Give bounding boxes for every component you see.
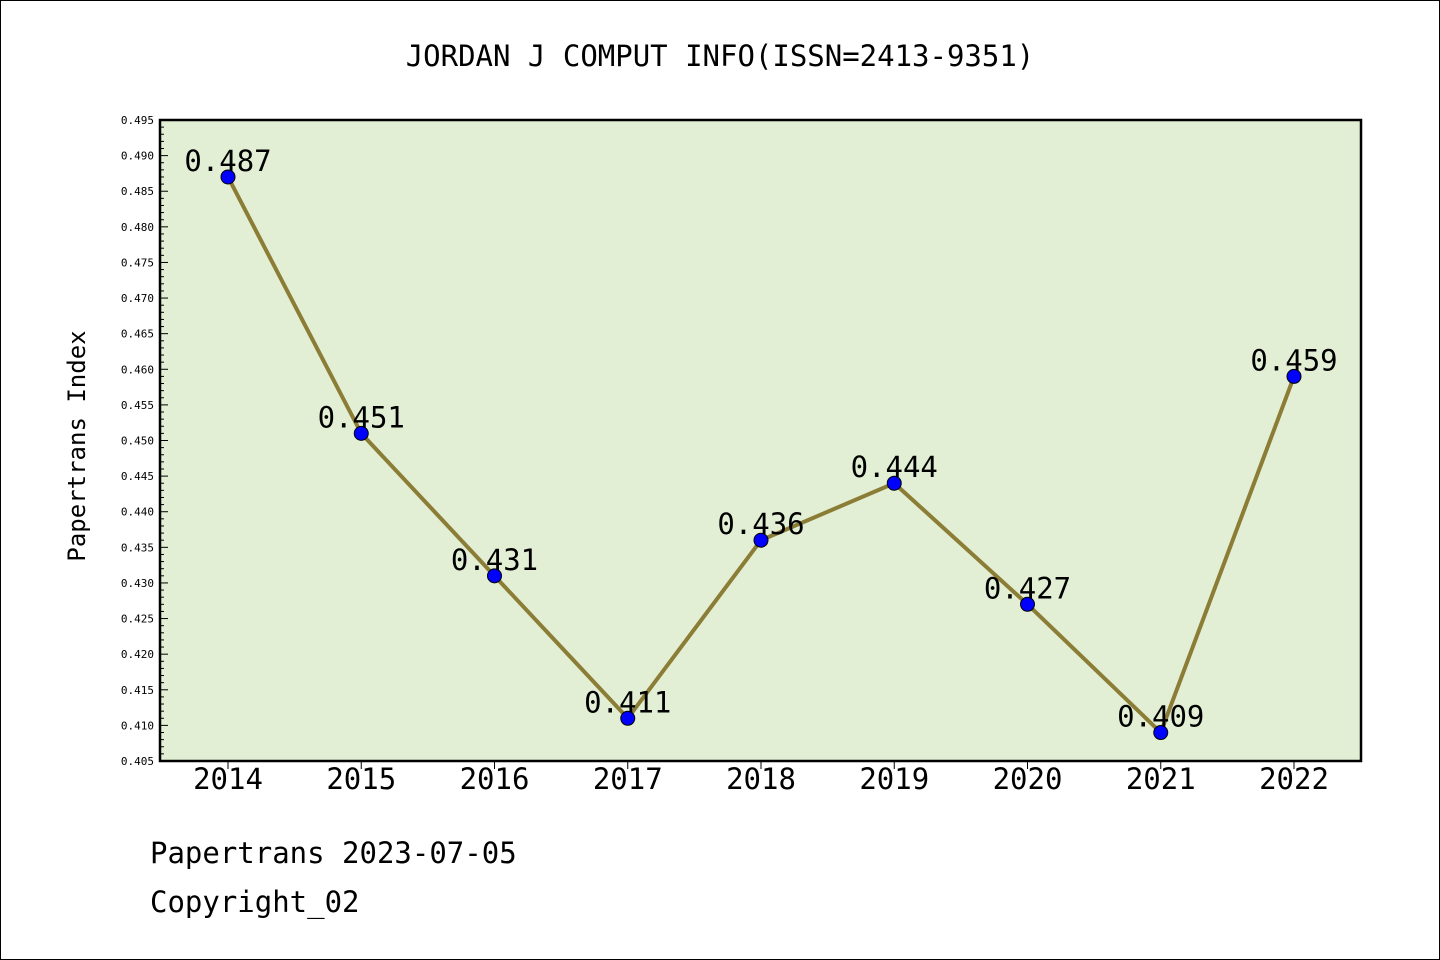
chart-title: JORDAN J COMPUT INFO(ISSN=2413-9351)	[406, 39, 1035, 73]
data-point	[1286, 368, 1302, 384]
y-tick-label: 0.485	[121, 185, 154, 198]
y-tick-label: 0.450	[121, 435, 154, 448]
data-point	[220, 169, 236, 185]
y-tick-label: 0.425	[121, 613, 154, 626]
data-point	[1153, 725, 1169, 741]
data-label: 0.411	[584, 685, 671, 719]
y-tick-label: 0.480	[121, 221, 154, 234]
y-tick-label: 0.495	[121, 114, 154, 127]
x-tick-label: 2014	[193, 762, 263, 796]
y-tick-label: 0.420	[121, 648, 154, 661]
x-tick-label: 2019	[859, 762, 929, 796]
data-point	[487, 568, 502, 584]
y-tick-label: 0.460	[121, 363, 154, 376]
data-label: 0.444	[851, 450, 938, 484]
series-layer	[220, 169, 1302, 741]
footer-date: Papertrans 2023-07-05	[150, 836, 517, 870]
data-label: 0.409	[1117, 700, 1204, 734]
y-tick-label: 0.445	[121, 470, 154, 483]
y-tick-label: 0.405	[121, 755, 154, 768]
y-tick-label: 0.470	[121, 292, 154, 305]
y-tick-label: 0.430	[121, 577, 154, 590]
x-tick-label: 2017	[593, 762, 663, 796]
plot-area	[158, 118, 1363, 763]
x-tick-label: 2022	[1259, 762, 1329, 796]
data-label: 0.451	[318, 400, 405, 434]
footer-copyright: Copyright_02	[150, 885, 360, 919]
y-tick-label: 0.490	[121, 150, 154, 163]
y-tick-label: 0.475	[121, 256, 154, 269]
y-tick-label: 0.415	[121, 684, 154, 697]
data-point	[620, 710, 636, 726]
x-tick-label: 2015	[326, 762, 396, 796]
data-point	[753, 532, 769, 548]
y-tick-label: 0.455	[121, 399, 154, 412]
data-point	[1020, 596, 1035, 612]
x-axis-ticks: 2014 2015 2016 2017 2018 2019 2020 2021 2022	[193, 761, 1329, 796]
x-tick-label: 2021	[1126, 762, 1196, 796]
data-label: 0.431	[451, 543, 538, 577]
y-axis-label: Papertrans Index	[63, 330, 91, 561]
data-label: 0.427	[984, 571, 1071, 605]
x-tick-label: 2016	[460, 762, 530, 796]
data-point	[886, 475, 902, 491]
y-tick-label: 0.440	[121, 506, 154, 519]
data-point	[353, 425, 369, 441]
data-label: 0.436	[717, 507, 804, 541]
y-tick-label: 0.435	[121, 541, 154, 554]
x-tick-label: 2018	[726, 762, 796, 796]
y-tick-label: 0.465	[121, 328, 154, 341]
y-tick-label: 0.410	[121, 719, 154, 732]
data-labels-layer: 0.487 0.451 0.431 0.411 0.436 0.444 0.427 0.409…	[184, 144, 1337, 734]
data-label: 0.487	[184, 144, 271, 178]
y-axis-ticks: 0.405 0.410 0.415 0.420 0.425 0.430 0.435 0.440…	[121, 114, 168, 768]
x-tick-label: 2020	[993, 762, 1063, 796]
data-label: 0.459	[1250, 343, 1337, 377]
